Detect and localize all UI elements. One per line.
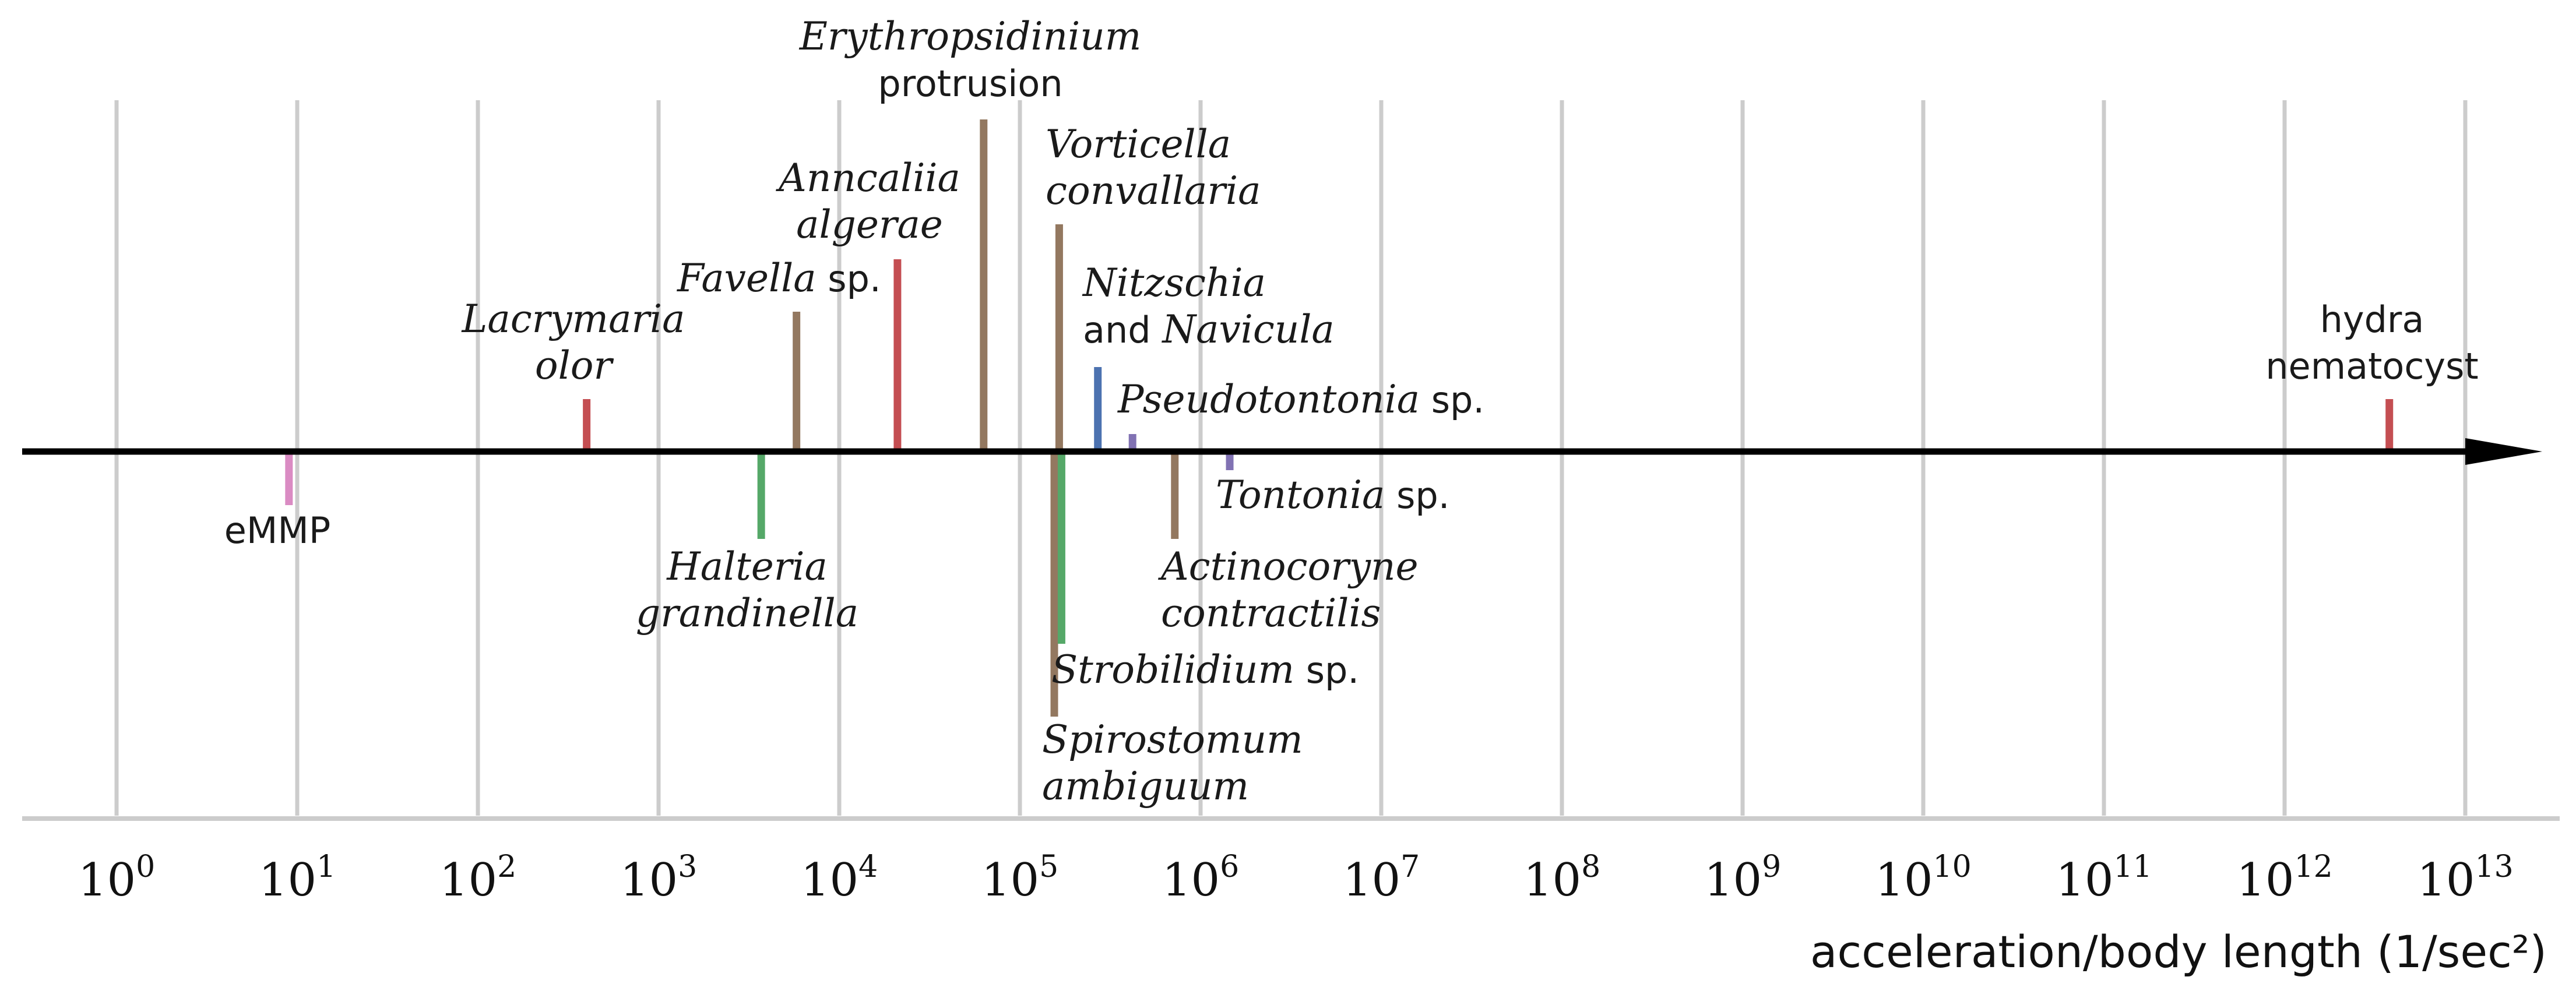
label-vorticella-line-2: convallaria (1046, 168, 1261, 213)
label-actinocoryne-line-1: Actinocoryne (1157, 544, 1419, 589)
tick-label-2: 102 (439, 849, 516, 907)
x-tick-labels: 100 101 102 103 104 105 106 107 108 109 1010 1011 10… (78, 849, 2514, 907)
label-halteria-line-2: grandinella (636, 591, 858, 636)
label-actinocoryne-line-2: contractilis (1161, 591, 1381, 636)
label-strobilidium-line-1: Strobilidium sp. (1051, 647, 1359, 692)
tick-label-8: 108 (1523, 849, 1600, 907)
label-halteria-line-1: Halteria (666, 544, 828, 589)
tick-label-9: 109 (1704, 849, 1781, 907)
label-spirostomum-line-2: ambiguum (1042, 764, 1249, 809)
tick-label-12: 1012 (2236, 849, 2332, 907)
tick-label-4: 104 (801, 849, 878, 907)
tick-label-5: 105 (981, 849, 1058, 907)
label-spirostomum-line-1: Spirostomum (1042, 717, 1303, 762)
label-vorticella-line-1: Vorticella (1046, 122, 1231, 167)
label-pseudotontonia-line-1: Pseudotontonia sp. (1117, 377, 1484, 422)
label-nitzschia-line-2: and Navicula (1083, 307, 1335, 352)
tick-label-1: 101 (259, 849, 336, 907)
label-emmp-line-1: eMMP (224, 509, 331, 552)
label-lacrymaria-line-2: olor (535, 343, 614, 388)
tick-label-6: 106 (1162, 849, 1239, 907)
label-anncaliia-line-1: Anncaliia (775, 156, 960, 200)
label-hydra-line-2: nematocyst (2265, 345, 2478, 387)
grid-lines (114, 100, 2468, 816)
label-erythropsidinium-line-2: protrusion (878, 62, 1062, 105)
tick-label-0: 100 (78, 849, 155, 907)
tick-label-10: 1010 (1875, 849, 1971, 907)
label-lacrymaria-line-1: Lacrymaria (462, 297, 685, 341)
tick-label-13: 1013 (2417, 849, 2513, 907)
x-axis-label: acceleration/body length (1/sec²) (1810, 926, 2547, 978)
arrow-head-icon (2465, 438, 2542, 465)
label-favella-line-1: Favella sp. (677, 256, 881, 301)
label-erythropsidinium-line-1: Erythropsidinium (799, 14, 1142, 59)
label-hydra-line-1: hydra (2320, 298, 2424, 341)
tick-label-7: 107 (1343, 849, 1420, 907)
label-tontonia-line-1: Tontonia sp. (1216, 472, 1449, 517)
data-markers (285, 119, 2394, 717)
label-anncaliia-line-2: algerae (796, 202, 943, 247)
tick-label-11: 1011 (2056, 849, 2152, 907)
tick-label-3: 103 (620, 849, 697, 907)
label-nitzschia-line-1: Nitzschia (1082, 260, 1266, 305)
